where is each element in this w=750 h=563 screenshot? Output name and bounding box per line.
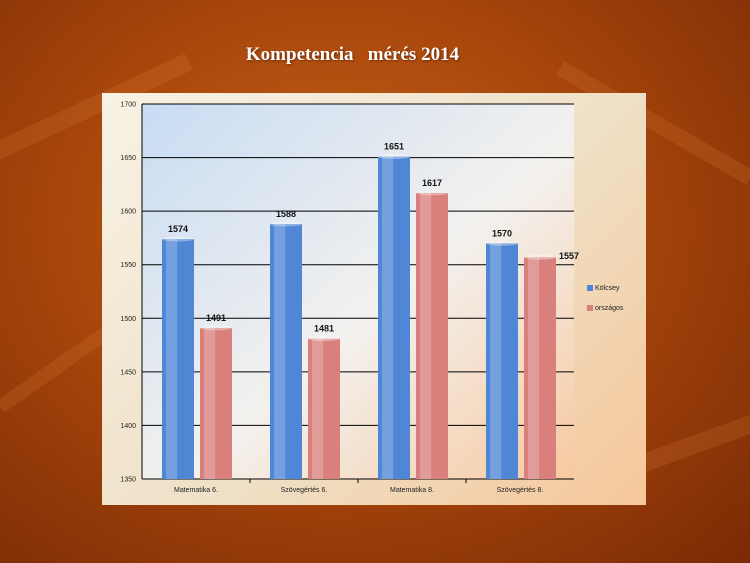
legend-swatch-kolcsey (587, 285, 593, 291)
chart-panel: 1700 1650 1600 1550 1500 1450 1400 1350 Matemati… (102, 93, 646, 505)
y-tick-label: 1700 (120, 102, 136, 109)
bar-kolcsey (270, 224, 302, 479)
bar-orszagos (416, 192, 448, 479)
bar-cap (270, 221, 302, 227)
bar-chart: 1700 1650 1600 1550 1500 1450 1400 1350 Matemati… (120, 102, 579, 495)
legend-swatch-orszagos (587, 305, 593, 311)
bar-orszagos (524, 257, 556, 479)
legend-label-orszagos: országos (595, 304, 624, 312)
y-tick-label: 1650 (120, 155, 136, 162)
bar-kolcsey (486, 243, 518, 479)
data-label: 1588 (276, 209, 296, 219)
data-label: 1574 (168, 224, 188, 234)
y-tick-label: 1600 (120, 209, 136, 216)
data-label: 1570 (492, 228, 512, 238)
data-label: 1617 (422, 178, 442, 188)
bar-highlight (382, 156, 394, 479)
bar-highlight (420, 192, 432, 479)
x-tick-label: Matematika 6. (174, 487, 218, 494)
bar-cap (378, 154, 410, 159)
bar-cap (308, 336, 340, 342)
legend-item-kolcsey: Kölcsey (587, 278, 623, 298)
legend-label-kolcsey: Kölcsey (595, 284, 620, 292)
x-tick-label: Matematika 8. (390, 487, 434, 494)
data-label: 1651 (384, 142, 404, 152)
chart-legend: Kölcsey országos (587, 278, 623, 318)
y-tick-label: 1400 (120, 423, 136, 430)
y-tick-label: 1450 (120, 369, 136, 376)
data-label: 1481 (314, 324, 334, 334)
bar-highlight (204, 327, 216, 479)
bar-cap (200, 325, 232, 331)
bar-cap (486, 240, 518, 246)
x-tick-label: Szövegértés 8. (497, 487, 544, 494)
bar-highlight (166, 239, 178, 479)
bar-cap (524, 254, 556, 260)
bar-kolcsey (378, 156, 410, 479)
bar-orszagos (308, 338, 340, 479)
bar-orszagos (200, 327, 232, 479)
bar-highlight (312, 338, 324, 479)
x-tick-label: Szövegértés 6. (281, 487, 328, 494)
y-tick-label: 1350 (120, 477, 136, 484)
legend-item-orszagos: országos (587, 298, 623, 318)
bar-highlight (528, 257, 540, 479)
bar-cap (162, 236, 194, 242)
bar-highlight (490, 243, 502, 479)
bar-kolcsey (162, 239, 194, 479)
y-tick-label: 1500 (120, 316, 136, 323)
y-tick-label: 1550 (120, 262, 136, 269)
bar-cap (416, 190, 448, 196)
data-label: 1557 (559, 251, 579, 261)
bar-highlight (274, 224, 286, 479)
data-label: 1491 (206, 313, 226, 323)
slide-title: Kompetencia mérés 2014 (245, 44, 460, 65)
